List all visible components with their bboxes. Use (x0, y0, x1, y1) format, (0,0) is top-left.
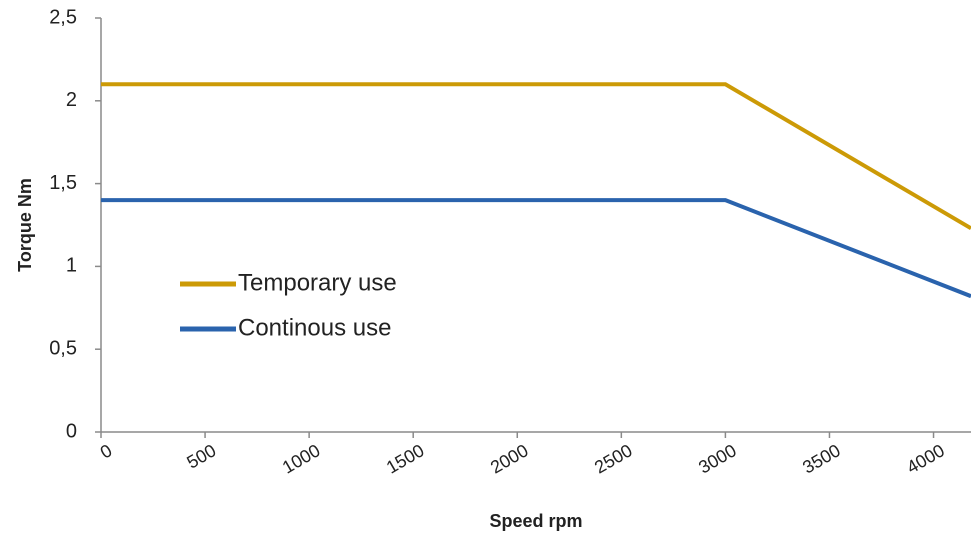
legend-label: Temporary use (238, 269, 397, 296)
y-tick-label: 2 (66, 89, 77, 111)
x-tick-label: 1500 (383, 440, 428, 477)
y-tick-label: 0,5 (49, 337, 77, 359)
line-series (101, 82, 971, 231)
y-tick-label: 0 (66, 420, 77, 442)
legend-label: Continous use (238, 314, 391, 341)
y-tick-label: 1 (66, 255, 77, 277)
x-tick-label: 500 (183, 440, 219, 472)
x-tick-label: 0 (97, 440, 116, 462)
x-tick-label: 2000 (487, 440, 532, 477)
y-tick-label: 1,5 (49, 172, 77, 194)
x-tick-label: 4000 (903, 440, 948, 477)
y-tick-label: 2,5 (49, 6, 77, 28)
y-axis-label: Torque Nm (15, 178, 35, 272)
x-tick-label: 2500 (591, 440, 636, 477)
x-tick-label: 3500 (799, 440, 844, 477)
x-tick-label: 3000 (695, 440, 740, 477)
line-series (101, 198, 971, 299)
x-tick-label: 1000 (279, 440, 324, 477)
x-axis-label: Speed rpm (489, 511, 582, 531)
